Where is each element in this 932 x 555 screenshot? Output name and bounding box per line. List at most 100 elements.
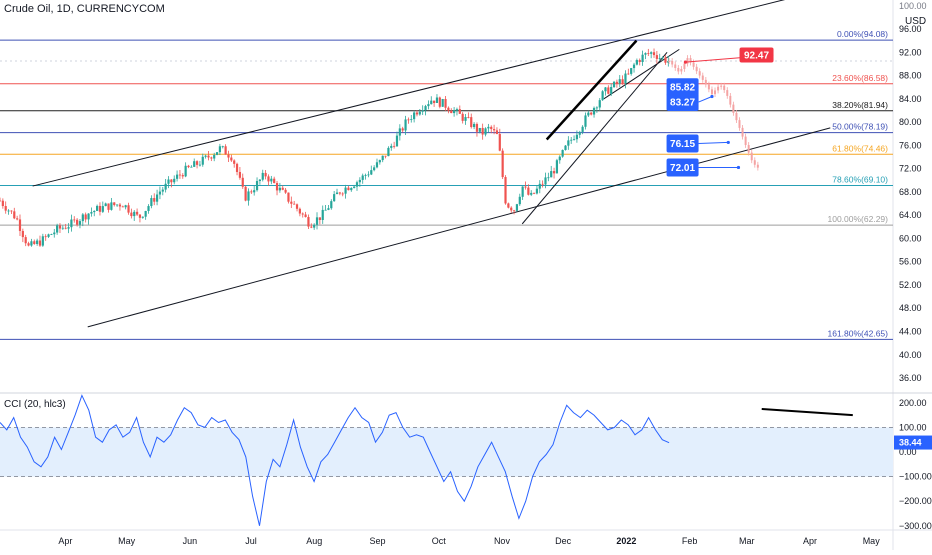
target-value: 83.27 [670,98,695,109]
candle-body [413,113,415,120]
projection-bar [757,165,759,168]
candle-body [313,225,315,228]
candle-body [604,87,606,91]
candle-body [359,180,361,182]
candle-body [342,194,344,195]
projection-bar [735,113,737,120]
candle-body [170,180,172,183]
projection-bar [754,160,756,164]
candle-body [76,220,78,225]
projection-bar [668,61,670,62]
price-axis-tick: 84.00 [899,94,922,104]
candle-body [384,156,386,157]
candle-body [336,193,338,195]
cci-title: CCI (20, hlc3) [4,399,66,410]
candle-body [265,173,267,176]
candle-body [507,203,509,207]
candle-body [130,213,132,216]
cci-divergence-line [762,409,853,415]
fib-level-label: 61.80%(74.46) [832,143,888,153]
target-value: 76.15 [670,139,695,150]
candle-body [624,74,626,84]
candle-body [424,106,426,110]
cci-axis-tick: −100.00 [899,472,932,482]
candle-body [464,117,466,121]
candle-body [562,150,564,157]
candle-body [550,171,552,177]
currency-label[interactable]: USD [905,16,926,27]
candle-body [599,100,601,107]
price-axis-tick: 48.00 [899,303,922,313]
candle-body [19,219,21,231]
projection-bar [726,90,728,96]
candle-body [387,148,389,156]
candle-body [659,58,661,59]
candle-body [113,202,115,205]
projection-bar [742,128,744,137]
time-axis-tick: Jun [183,536,198,546]
candle-body [353,187,355,188]
target-label-group[interactable]: 92.47 [684,48,774,64]
candle-body [116,205,118,206]
fib-level-label: 23.60%(86.58) [832,73,888,83]
time-axis-tick: Dec [555,536,572,546]
candle-body [364,175,366,176]
price-axis-tick: 64.00 [899,210,922,220]
price-axis-tick: 36.00 [899,373,922,383]
candle-body [85,214,87,219]
target-pointer-line [699,96,712,102]
projection-group [668,55,759,170]
candle-body [165,184,167,190]
candle-body [582,127,584,132]
target-pointer-line [699,142,729,143]
candle-body [324,210,326,211]
candle-body [193,161,195,167]
candle-body [25,237,27,243]
candle-body [379,160,381,162]
candle-body [156,195,158,202]
candle-body [476,124,478,132]
projection-bar [739,120,741,128]
candle-body [404,119,406,130]
time-axis-tick: 2022 [616,536,636,546]
candle-body [290,202,292,204]
projection-bar [702,76,704,80]
target-label-group[interactable]: 72.01 [667,159,741,177]
candle-body [616,82,618,84]
candle-body [433,101,435,103]
price-axis-tick: 40.00 [899,350,922,360]
price-axis-tick: 44.00 [899,326,922,336]
candle-body [633,65,635,68]
candle-body [167,180,169,184]
candle-body [527,188,529,195]
candle-body [65,228,67,229]
candle-body [247,191,249,200]
projection-bar [677,68,679,71]
candle-body [570,140,572,141]
time-axis-tick: Apr [58,536,72,546]
candle-body [256,181,258,190]
candle-body [50,234,52,235]
candle-body [664,58,666,63]
cci-band [0,427,893,476]
candle-body [639,60,641,62]
price-axis-tick: 68.00 [899,187,922,197]
candle-body [245,187,247,201]
target-label-group[interactable]: 76.15 [667,134,730,152]
cci-axis-tick: 200.00 [899,398,927,408]
candle-body [236,164,238,172]
candle-body [382,156,384,160]
cci-axis-tick: −300.00 [899,521,932,531]
target-label-group[interactable]: 83.27 [667,93,714,111]
candle-body [544,177,546,184]
candle-body [407,119,409,120]
candle-body [304,214,306,217]
price-axis-tick: 52.00 [899,280,922,290]
cci-last-value-group: 38.44 [894,436,932,450]
candle-body [602,91,604,100]
candle-body [367,174,369,175]
cci-axis-tick: 100.00 [899,422,927,432]
projection-bar [705,80,707,85]
candle-body [316,217,318,224]
